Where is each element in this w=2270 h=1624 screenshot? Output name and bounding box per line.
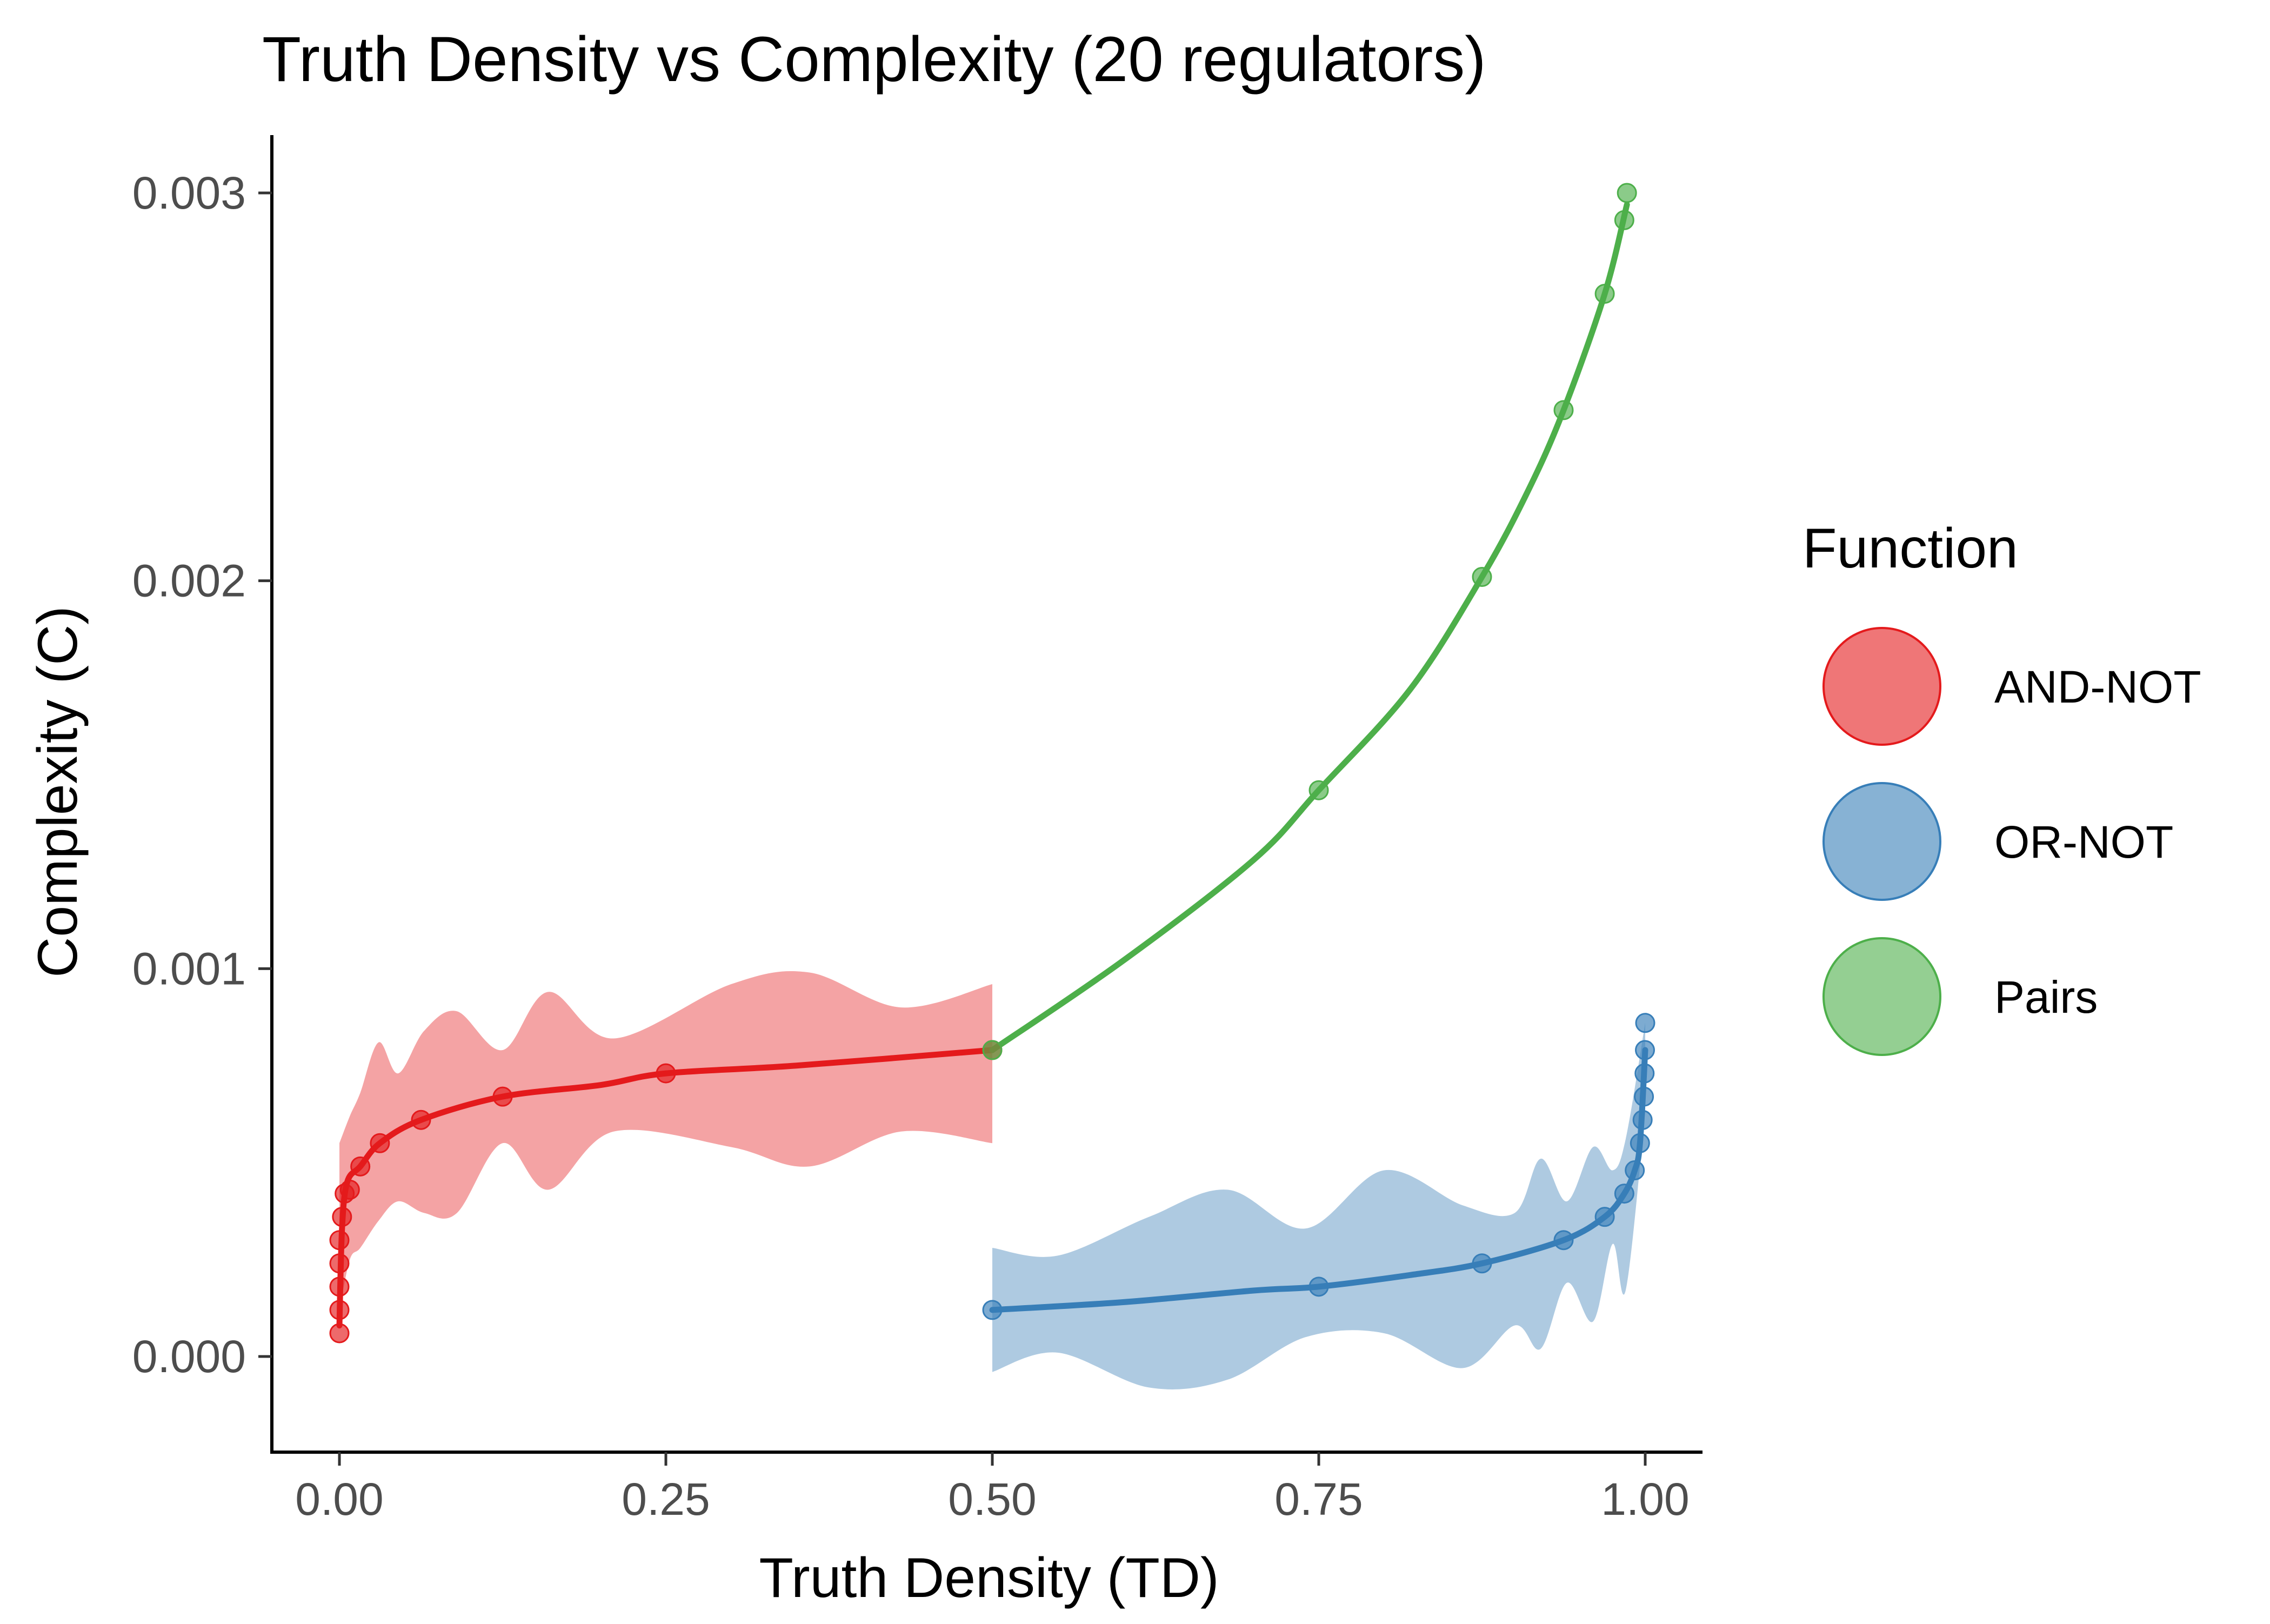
and-not-confidence-band [339,971,992,1310]
and-not-point-4 [329,1230,350,1251]
y-axis-ticks: 0.000 0.001 0.002 0.003 [132,168,272,1382]
or-not-point-5 [1614,1184,1634,1204]
legend-title: Function [1802,517,2018,580]
or-not-point-0 [982,1300,1003,1320]
pairs-smooth-line [989,202,1630,1053]
legend-swatch-and-not [1822,627,1941,746]
or-not-confidence-band [992,1022,1645,1389]
or-not-point-4 [1594,1207,1615,1227]
legend-items: AND-NOT OR-NOT Pairs [1822,627,2201,1056]
and-not-point-3 [329,1253,350,1274]
x-tick-label-0: 0.00 [295,1474,384,1525]
or-not-point-2 [1472,1253,1492,1274]
pairs-point-6 [1617,183,1637,203]
and-not-point-5 [332,1207,352,1227]
and-not-point-9 [370,1133,390,1153]
and-not-point-7 [339,1179,360,1200]
chart-title: Truth Density vs Complexity (20 regulato… [262,24,1486,95]
confidence-bands [339,971,1645,1389]
y-tick-label-0: 0.000 [132,1331,246,1382]
pairs-point-3 [1553,400,1574,420]
pairs-point-2 [1472,566,1492,587]
and-not-point-10 [411,1110,431,1130]
and-not-point-0 [329,1323,350,1344]
pairs-point-1 [1308,780,1329,800]
or-not-point-1 [1308,1277,1329,1297]
or-not-point-8 [1632,1110,1653,1130]
pairs-point-4 [1594,284,1615,304]
or-not-point-9 [1634,1086,1654,1107]
x-tick-label-2: 0.50 [948,1474,1037,1525]
or-not-point-7 [1630,1133,1650,1153]
x-tick-label-3: 0.75 [1274,1474,1363,1525]
or-not-point-11 [1635,1040,1655,1060]
legend-label-or-not: OR-NOT [1994,817,2173,867]
y-tick-label-2: 0.002 [132,556,246,606]
data-points [329,183,1655,1344]
x-axis-title: Truth Density (TD) [759,1547,1219,1609]
x-tick-label-4: 1.00 [1601,1474,1690,1525]
x-axis-ticks: 0.00 0.25 0.50 0.75 1.00 [295,1452,1690,1525]
and-not-point-1 [329,1300,350,1320]
y-axis-title: Complexity (C) [26,606,89,978]
legend-label-pairs: Pairs [1994,972,2098,1022]
and-not-point-2 [329,1277,350,1297]
legend-swatch-pairs [1822,937,1941,1056]
legend: Function AND-NOT OR-NOT Pairs [1802,517,2201,1056]
and-not-point-12 [656,1063,676,1084]
and-not-point-11 [492,1086,513,1107]
and-not-point-8 [350,1156,371,1177]
pairs-point-5 [1614,210,1634,230]
or-not-point-6 [1625,1160,1645,1181]
x-tick-label-1: 0.25 [622,1474,710,1525]
y-tick-label-1: 0.001 [132,943,246,994]
pairs-point-0 [982,1040,1003,1060]
or-not-point-3 [1553,1230,1574,1251]
or-not-point-12 [1635,1013,1655,1033]
legend-label-and-not: AND-NOT [1994,661,2201,712]
legend-swatch-or-not [1822,782,1941,901]
or-not-point-10 [1634,1063,1655,1084]
y-tick-label-3: 0.003 [132,168,246,218]
